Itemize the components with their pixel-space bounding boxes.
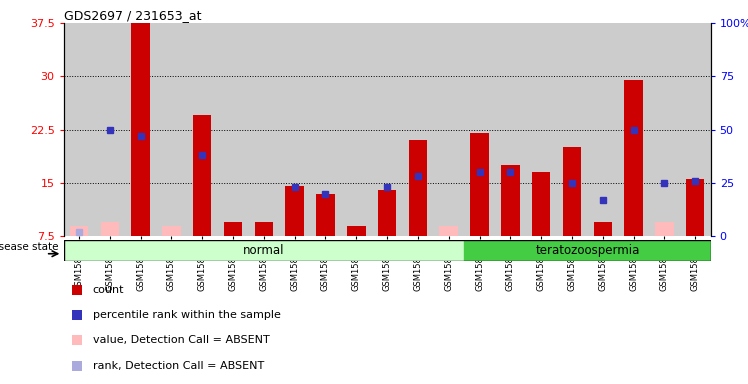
Bar (254, 222, 273, 236)
Bar (162, 225, 181, 236)
Bar (593, 222, 612, 236)
Bar (440, 225, 458, 236)
Bar (248, 23, 279, 236)
Bar (408, 140, 427, 236)
Bar (557, 23, 587, 236)
Bar (470, 133, 488, 236)
Bar (316, 194, 334, 236)
Bar (187, 23, 218, 236)
Bar (501, 165, 520, 236)
Bar (649, 23, 680, 236)
Bar (224, 222, 242, 236)
FancyBboxPatch shape (464, 240, 711, 261)
Bar (193, 115, 212, 236)
Bar (495, 23, 526, 236)
Bar (100, 222, 119, 236)
Text: value, Detection Call = ABSENT: value, Detection Call = ABSENT (93, 335, 269, 345)
Text: percentile rank within the sample: percentile rank within the sample (93, 310, 280, 320)
Bar (125, 23, 156, 236)
Bar (625, 80, 643, 236)
Bar (132, 23, 150, 236)
Bar (680, 23, 711, 236)
Bar (310, 23, 341, 236)
Bar (464, 23, 495, 236)
Bar (70, 225, 88, 236)
Text: normal: normal (243, 244, 284, 257)
Bar (286, 187, 304, 236)
Bar (402, 23, 433, 236)
Text: GDS2697 / 231653_at: GDS2697 / 231653_at (64, 9, 201, 22)
Bar (686, 179, 705, 236)
Bar (526, 23, 557, 236)
Text: teratozoospermia: teratozoospermia (535, 244, 640, 257)
Bar (347, 225, 366, 236)
Bar (372, 23, 402, 236)
Bar (218, 23, 248, 236)
Bar (618, 23, 649, 236)
Bar (279, 23, 310, 236)
FancyBboxPatch shape (64, 240, 464, 261)
Bar (94, 23, 125, 236)
Bar (655, 222, 674, 236)
Text: rank, Detection Call = ABSENT: rank, Detection Call = ABSENT (93, 361, 264, 371)
Bar (587, 23, 618, 236)
Bar (433, 23, 464, 236)
Bar (532, 172, 551, 236)
Text: disease state: disease state (0, 242, 58, 252)
Bar (378, 190, 396, 236)
Bar (562, 147, 581, 236)
Bar (64, 23, 94, 236)
Bar (341, 23, 372, 236)
Text: count: count (93, 285, 124, 295)
Bar (156, 23, 187, 236)
